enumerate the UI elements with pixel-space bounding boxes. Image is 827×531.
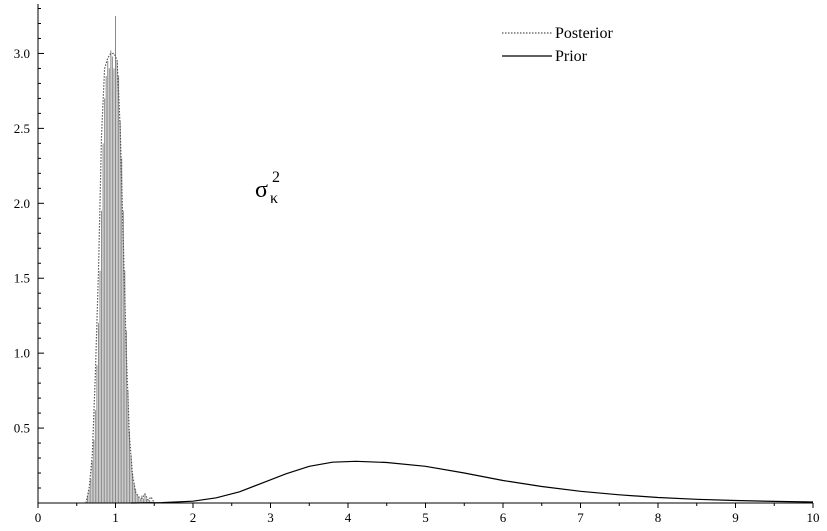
annotation-base: σ	[255, 177, 268, 203]
x-tick-label: 5	[422, 510, 429, 525]
legend-label-prior: Prior	[555, 48, 588, 65]
x-tick-label: 9	[732, 510, 739, 525]
series-line-prior	[130, 460, 814, 504]
y-tick-label: 2.5	[14, 121, 30, 136]
legend: Posterior Prior	[502, 25, 613, 65]
x-tick-label: 7	[577, 510, 584, 525]
y-tick-label: 3.0	[14, 46, 30, 61]
y-ticks: 0.5 1.0 1.5 2.0 2.5 3.0	[14, 7, 44, 489]
y-tick-label: 0.5	[14, 421, 30, 436]
x-tick-label: 1	[112, 510, 119, 525]
x-tick-label: 3	[267, 510, 274, 525]
x-tick-label: 10	[807, 510, 820, 525]
annotation-superscript: 2	[272, 169, 280, 186]
x-tick-label: 8	[655, 510, 662, 525]
x-tick-label: 4	[345, 510, 352, 525]
x-tick-label: 6	[500, 510, 507, 525]
y-tick-label: 1.0	[14, 346, 30, 361]
y-tick-label: 1.5	[14, 271, 30, 286]
annotation: σ κ 2	[255, 169, 280, 207]
legend-label-posterior: Posterior	[555, 25, 613, 42]
x-tick-label: 2	[190, 510, 197, 525]
series-layer	[85, 52, 814, 504]
x-ticks: 0 1 2 3 4 5 6 7 8 9 10	[35, 503, 820, 525]
annotation-subscript: κ	[270, 190, 278, 207]
y-tick-label: 2.0	[14, 196, 30, 211]
axes	[37, 4, 813, 504]
x-tick-label: 0	[35, 510, 42, 525]
histogram-layer	[87, 15, 152, 503]
